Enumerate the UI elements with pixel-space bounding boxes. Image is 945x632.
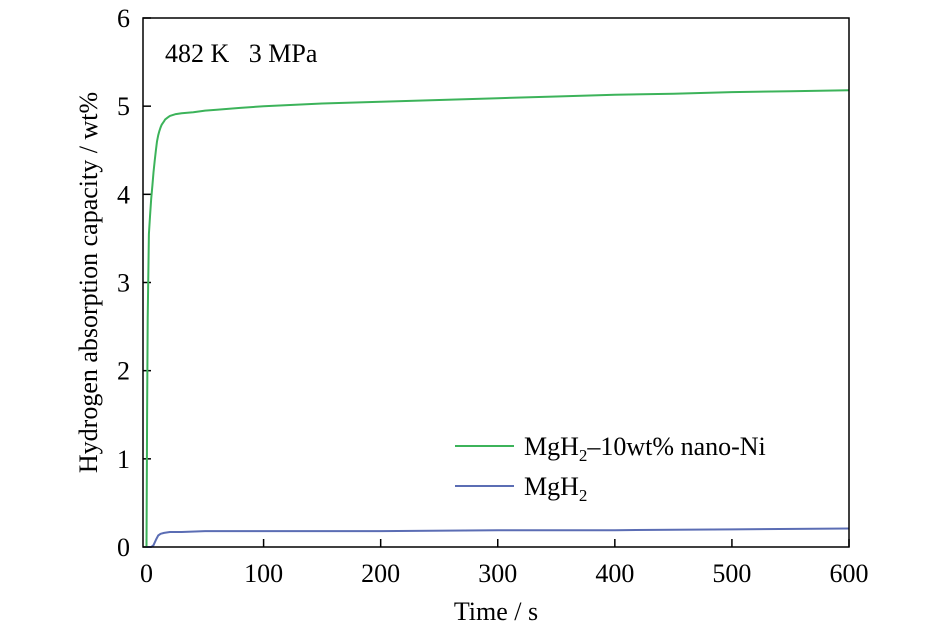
- x-tick-label: 500: [712, 559, 751, 588]
- y-tick-label: 3: [117, 269, 130, 298]
- plot-frame: [142, 17, 850, 548]
- condition-annotation: 482 K 3 MPa: [165, 39, 318, 68]
- y-tick-label: 5: [117, 92, 130, 121]
- y-tick-label: 6: [117, 4, 130, 33]
- legend-label: MgH2–10wt% nano-Ni: [524, 432, 766, 465]
- x-tick-label: 100: [244, 559, 283, 588]
- y-axis-label: Hydrogen absorption capacity / wt%: [74, 92, 103, 473]
- x-tick-label: 200: [361, 559, 400, 588]
- legend-label: MgH2: [524, 472, 587, 505]
- y-tick-label: 4: [117, 180, 130, 209]
- y-tick-label: 0: [117, 533, 130, 562]
- y-tick-label: 2: [117, 357, 130, 386]
- series-line-mgh2: [146, 527, 850, 548]
- x-tick-label: 300: [478, 559, 517, 588]
- y-tick-label: 1: [117, 445, 130, 474]
- x-tick-label: 400: [595, 559, 634, 588]
- x-tick-label: 600: [830, 559, 869, 588]
- x-axis-label: Time / s: [454, 597, 538, 626]
- x-tick-label: 0: [140, 559, 153, 588]
- series-layer: [145, 89, 850, 548]
- series-line-mgh2-nano-ni: [145, 89, 850, 548]
- legend: MgH2–10wt% nano-Ni MgH2: [455, 432, 766, 505]
